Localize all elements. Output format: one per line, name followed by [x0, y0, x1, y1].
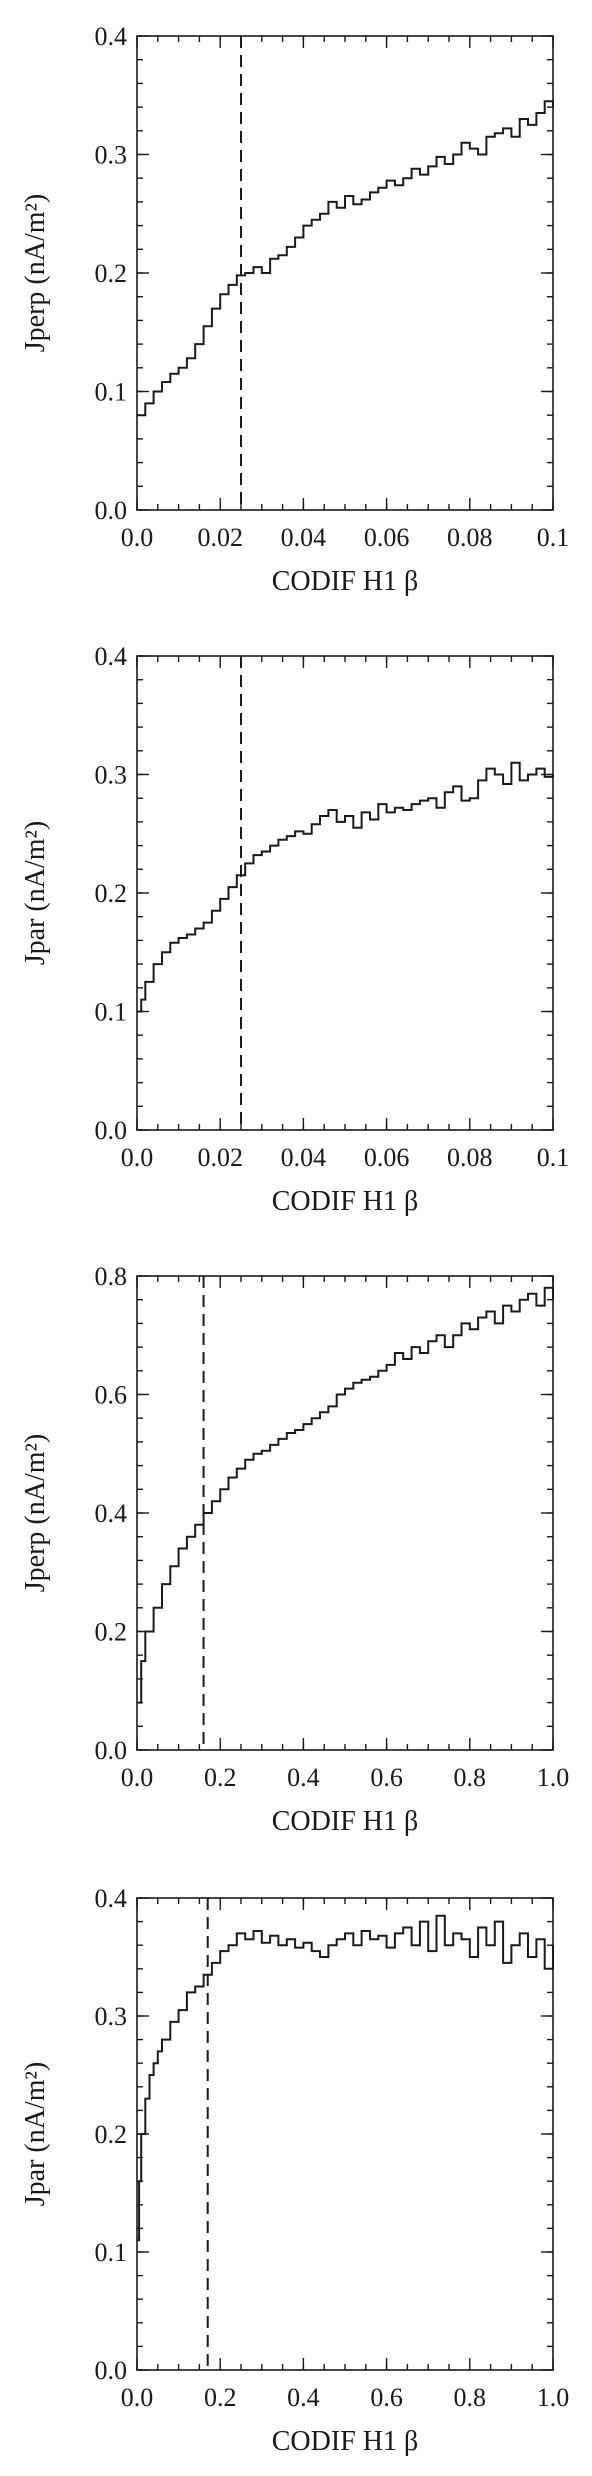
x-axis-label: CODIF H1 β	[272, 2426, 418, 2457]
y-axis-label: Jperp (nA/m²)	[20, 194, 51, 352]
x-axis-label: CODIF H1 β	[272, 566, 418, 597]
x-tick-label: 0.2	[204, 1763, 237, 1792]
y-tick-label: 0.8	[95, 1262, 128, 1291]
plot-frame	[136, 1275, 554, 1751]
y-tick-label: 0.1	[95, 998, 128, 1027]
y-tick-label: 0.3	[95, 141, 128, 170]
y-tick-label: 0.2	[95, 259, 128, 288]
y-tick-label: 0.4	[95, 22, 128, 51]
x-tick-label: 0.02	[197, 523, 243, 552]
chart-panel-4: 0.0 0.2 0.4 0.6 0.8 1.0 0.0 0.1 0.2 0.3 0.4 CODIF H…	[20, 1884, 569, 2457]
series-step-line	[137, 1286, 554, 1704]
y-tick-label: 0.4	[95, 1499, 128, 1528]
y-tick-label: 0.3	[95, 761, 128, 790]
series-step-line	[137, 1914, 554, 2242]
x-tick-label: 0.08	[447, 523, 493, 552]
y-tick-label: 0.0	[95, 1736, 128, 1765]
x-tick-label: 0.0	[121, 2383, 154, 2412]
x-tick-label: 0.6	[370, 1763, 403, 1792]
y-tick-label: 0.6	[95, 1381, 128, 1410]
chart-panel-3: 0.0 0.2 0.4 0.6 0.8 1.0 0.0 0.2 0.4 0.6 0.8 CODIF H…	[20, 1262, 569, 1837]
x-tick-label: 0.6	[370, 2383, 403, 2412]
chart-panel-2: 0.0 0.02 0.04 0.06 0.08 0.1 0.0 0.1 0.2 0.3 0.4 COD…	[20, 642, 569, 1217]
x-tick-label: 0.06	[364, 1143, 410, 1172]
y-tick-label: 0.2	[95, 2120, 128, 2149]
y-axis-label: Jpar (nA/m²)	[20, 2062, 51, 2206]
x-tick-label: 0.08	[447, 1143, 493, 1172]
y-tick-label: 0.2	[95, 1618, 128, 1647]
y-tick-label: 0.0	[95, 496, 128, 525]
x-tick-label: 0.06	[364, 523, 410, 552]
x-tick-label: 0.4	[287, 2383, 320, 2412]
y-tick-label: 0.4	[95, 642, 128, 671]
plot-frame	[136, 1897, 554, 2371]
y-tick-label: 0.1	[95, 2238, 128, 2267]
x-tick-label: 0.0	[121, 523, 154, 552]
x-tick-label: 1.0	[537, 1763, 570, 1792]
x-tick-label: 0.1	[537, 1143, 570, 1172]
x-tick-label: 0.02	[197, 1143, 243, 1172]
plot-frame	[136, 35, 554, 511]
x-tick-label: 0.1	[537, 523, 570, 552]
y-tick-label: 0.3	[95, 2002, 128, 2031]
y-tick-label: 0.0	[95, 1116, 128, 1145]
x-tick-label: 0.0	[121, 1143, 154, 1172]
x-tick-label: 0.4	[287, 1763, 320, 1792]
series-step-line	[137, 761, 554, 1013]
x-tick-label: 0.04	[281, 523, 327, 552]
y-axis-label: Jpar (nA/m²)	[20, 821, 51, 965]
x-tick-label: 0.8	[454, 2383, 487, 2412]
chart-panel-1: 0.0 0.02 0.04 0.06 0.08 0.1 0.0 0.1 0.2 0.3 0.4 COD…	[20, 22, 569, 597]
x-axis-label: CODIF H1 β	[272, 1186, 418, 1217]
y-tick-label: 0.4	[95, 1884, 128, 1913]
y-axis-label: Jperp (nA/m²)	[20, 1434, 51, 1592]
plot-frame	[136, 655, 554, 1131]
x-tick-label: 0.04	[281, 1143, 327, 1172]
x-tick-label: 0.0	[121, 1763, 154, 1792]
x-tick-label: 0.2	[204, 2383, 237, 2412]
series-step-line	[137, 100, 554, 417]
x-tick-label: 0.8	[454, 1763, 487, 1792]
y-tick-label: 0.1	[95, 378, 128, 407]
y-tick-label: 0.2	[95, 879, 128, 908]
x-tick-label: 1.0	[537, 2383, 570, 2412]
y-tick-label: 0.0	[95, 2356, 128, 2385]
x-axis-label: CODIF H1 β	[272, 1806, 418, 1837]
